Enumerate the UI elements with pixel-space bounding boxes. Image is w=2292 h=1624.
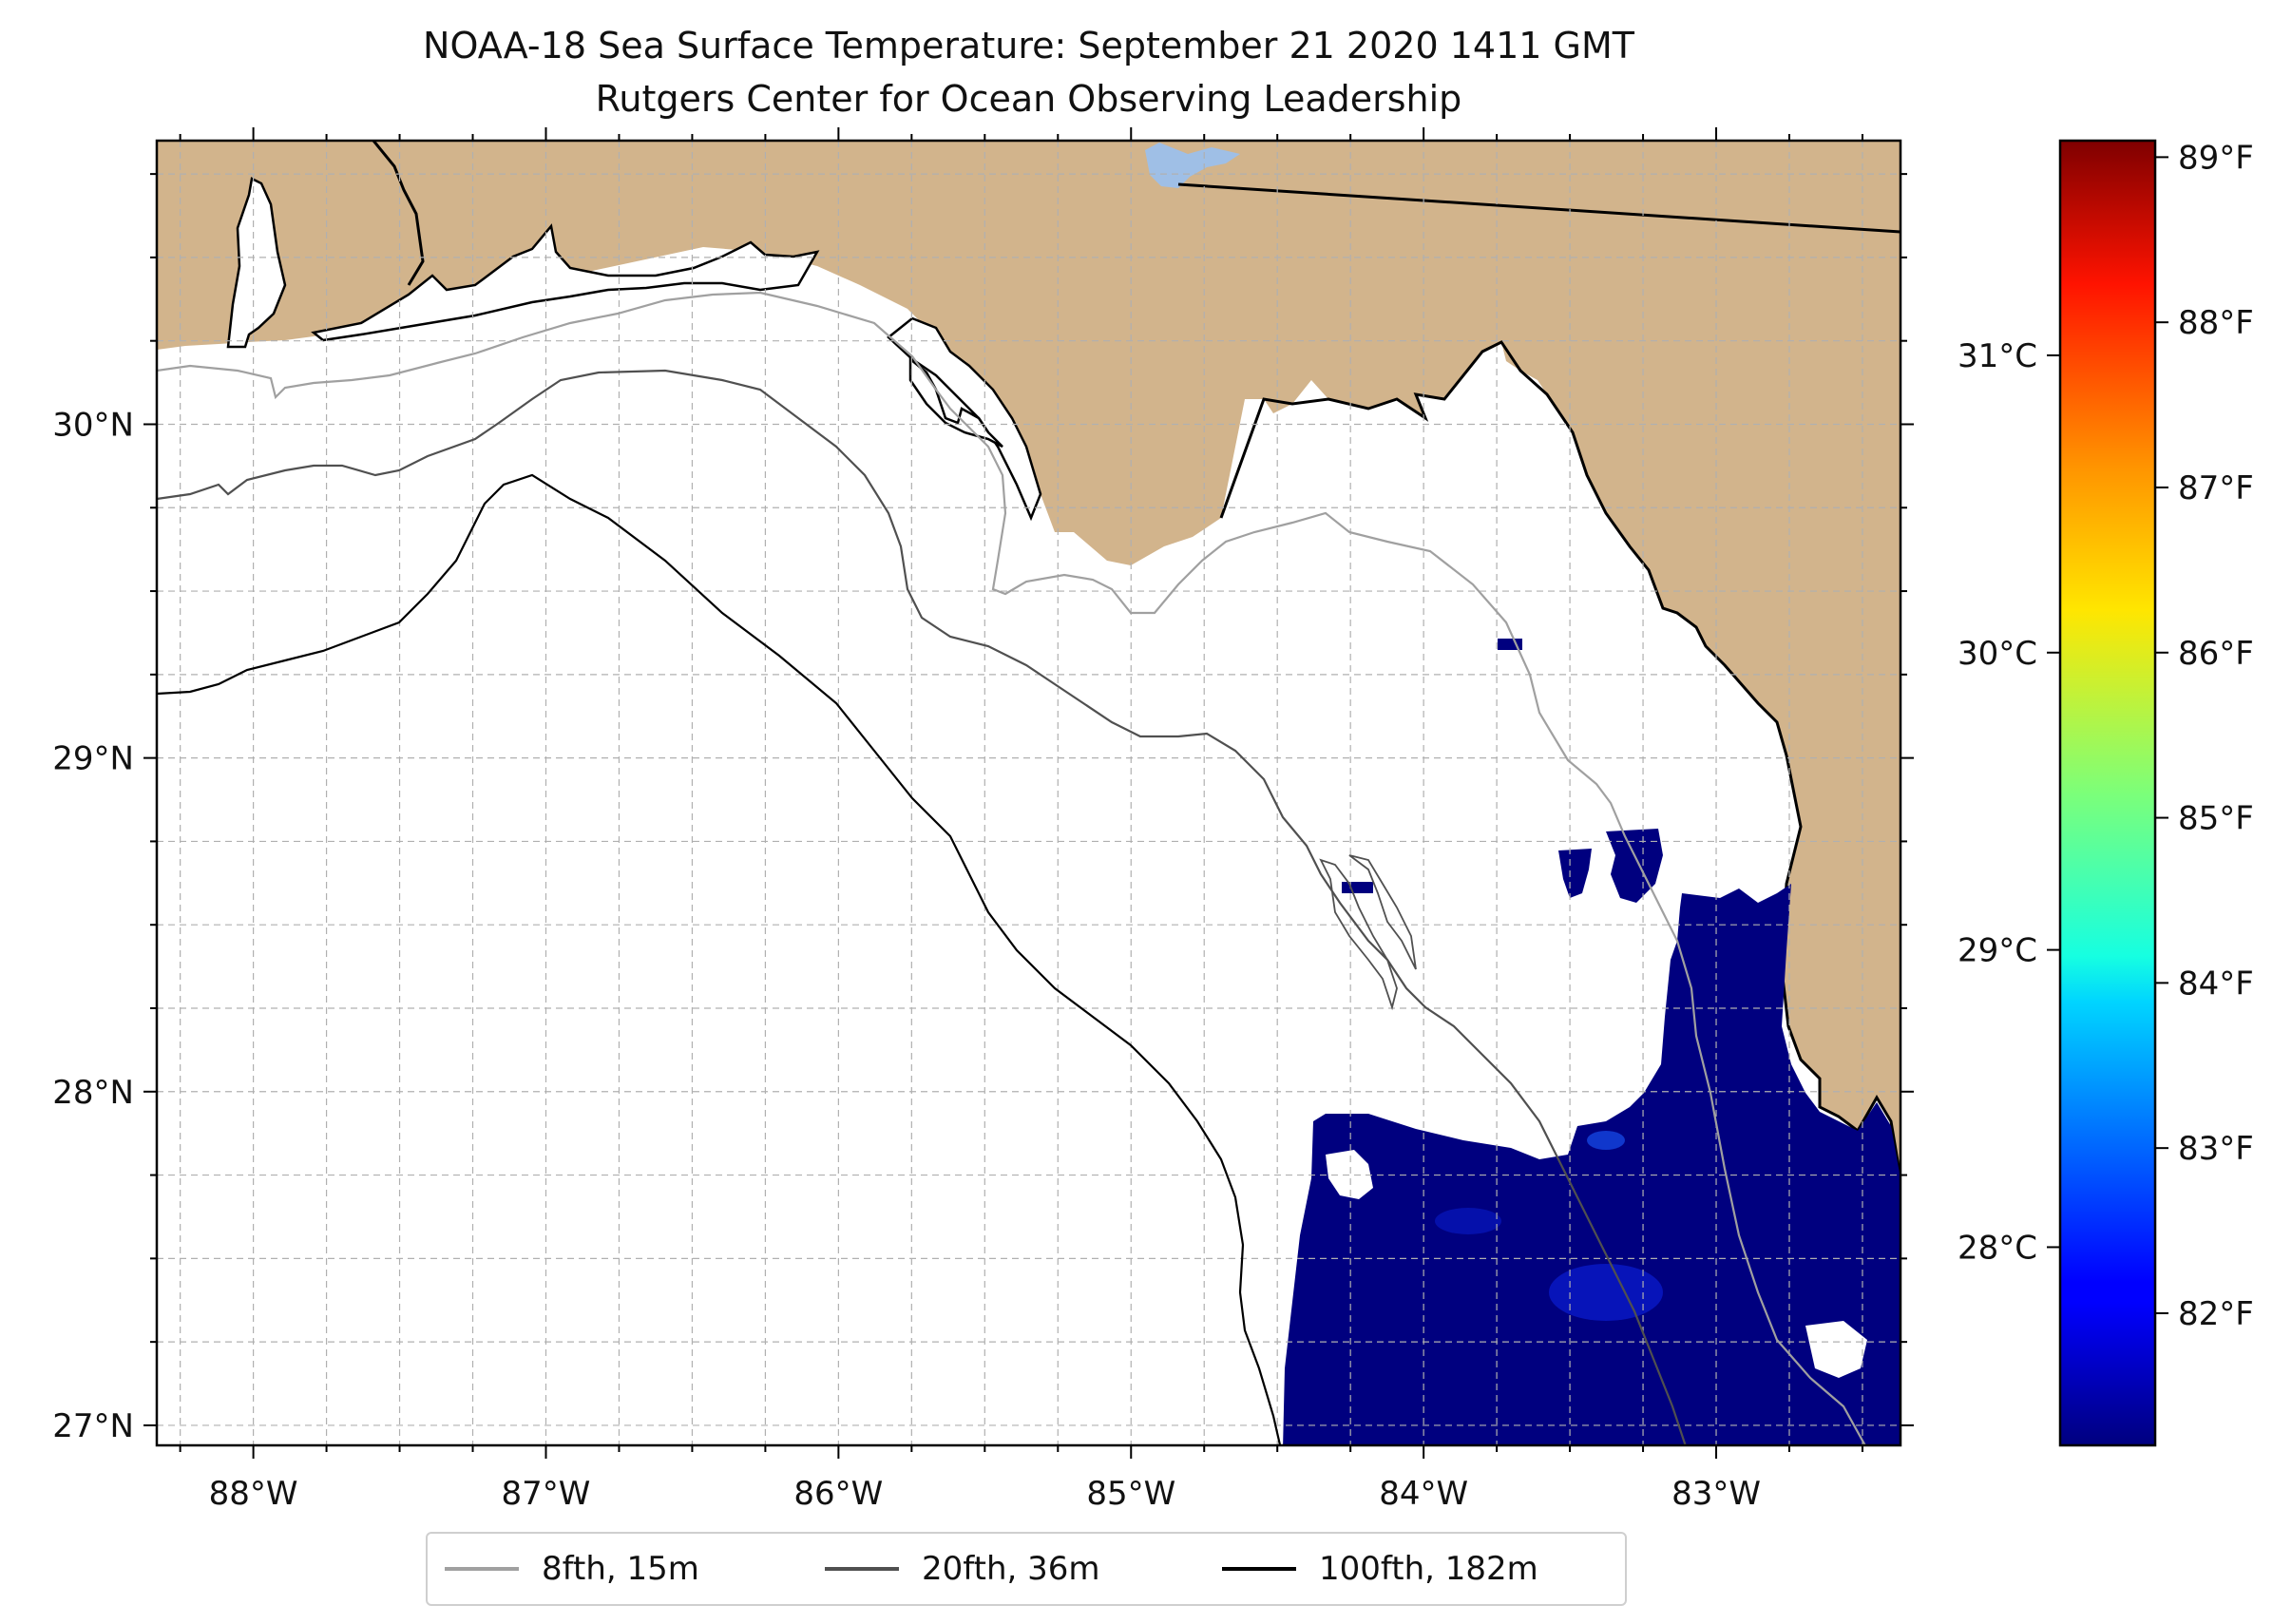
lat-tick-label: 29°N [52, 740, 134, 778]
colorbar-c-label: 29°C [1958, 932, 2037, 970]
lake [1145, 143, 1240, 188]
lon-tick-label: 87°W [502, 1475, 591, 1513]
map-title: NOAA-18 Sea Surface Temperature: Septemb… [423, 25, 1634, 67]
colorbar-f-label: 87°F [2178, 469, 2254, 507]
gridlines [157, 141, 1900, 1445]
bays-west [311, 223, 820, 342]
sst-warm-spot-3 [1587, 1131, 1625, 1150]
contour-20fth-islands [1319, 854, 1417, 1011]
colorbar-c-label: 28°C [1958, 1229, 2037, 1267]
colorbar-f-label: 84°F [2178, 965, 2254, 1003]
colorbar-f-label: 86°F [2178, 635, 2254, 673]
legend-item-20fth: 20fth, 36m [825, 1534, 1100, 1604]
lat-tick-label: 30°N [52, 406, 134, 444]
sst-warm-spot-1 [1549, 1264, 1663, 1321]
colorbar-c-ticks: 28°C 29°C 30°C 31°C [1958, 337, 2060, 1267]
colorbar-f-ticks: 82°F 83°F 84°F 85°F 86°F 87°F 88°F 89°F [2155, 139, 2254, 1333]
lat-tick-label: 27°N [52, 1407, 134, 1445]
colorbar-f-label: 88°F [2178, 304, 2254, 342]
lat-tick-labels: 27°N 28°N 29°N 30°N [52, 406, 134, 1444]
sst-blob-3 [1342, 882, 1373, 893]
depth-legend: 8fth, 15m 20fth, 36m 100fth, 182m [426, 1532, 1627, 1606]
state-border [1177, 182, 1900, 234]
colorbar-f-label: 85°F [2178, 800, 2254, 838]
bays-apalachicola [887, 316, 1042, 522]
colorbar-f-label: 82°F [2178, 1295, 2254, 1333]
legend-label-8fth: 8fth, 15m [542, 1550, 699, 1588]
legend-item-100fth: 100fth, 182m [1222, 1534, 1538, 1604]
map-area [157, 141, 1900, 1445]
lon-tick-label: 84°W [1379, 1475, 1468, 1513]
contour-100fth [157, 473, 1282, 1445]
sst-warm-spot-2 [1435, 1208, 1501, 1234]
lat-tick-label: 28°N [52, 1074, 134, 1112]
lon-tick-label: 83°W [1671, 1475, 1761, 1513]
land-mass-north [157, 141, 1900, 1445]
legend-swatch-20fth [825, 1567, 899, 1571]
sst-patch-nearshore [1805, 1321, 1867, 1378]
lon-tick-labels: 88°W 87°W 86°W 85°W 84°W 83°W [209, 1475, 1761, 1513]
legend-label-20fth: 20fth, 36m [922, 1550, 1100, 1588]
colorbar-f-label: 83°F [2178, 1130, 2254, 1168]
map-ticks [143, 127, 1914, 1459]
map-subtitle: Rutgers Center for Ocean Observing Leade… [595, 78, 1462, 120]
coastline [372, 141, 1900, 1179]
sst-blob-2 [1558, 849, 1592, 898]
colorbar-c-label: 31°C [1958, 337, 2037, 375]
sst-field-south [1283, 884, 1900, 1445]
colorbar [2058, 139, 2157, 1447]
lon-tick-label: 86°W [793, 1475, 883, 1513]
mobile-bay [226, 177, 287, 349]
colorbar-c-label: 30°C [1958, 635, 2037, 673]
legend-item-8fth: 8fth, 15m [445, 1534, 699, 1604]
map-frame [155, 139, 1902, 1447]
lon-tick-label: 88°W [209, 1475, 298, 1513]
legend-swatch-100fth [1222, 1567, 1296, 1571]
sst-blob-4 [1498, 639, 1522, 650]
legend-swatch-8fth [445, 1567, 519, 1571]
colorbar-f-label: 89°F [2178, 139, 2254, 177]
lon-tick-label: 85°W [1086, 1475, 1175, 1513]
legend-label-100fth: 100fth, 182m [1319, 1550, 1538, 1588]
contour-8fth [157, 291, 1867, 1445]
contour-20fth [157, 369, 1687, 1445]
